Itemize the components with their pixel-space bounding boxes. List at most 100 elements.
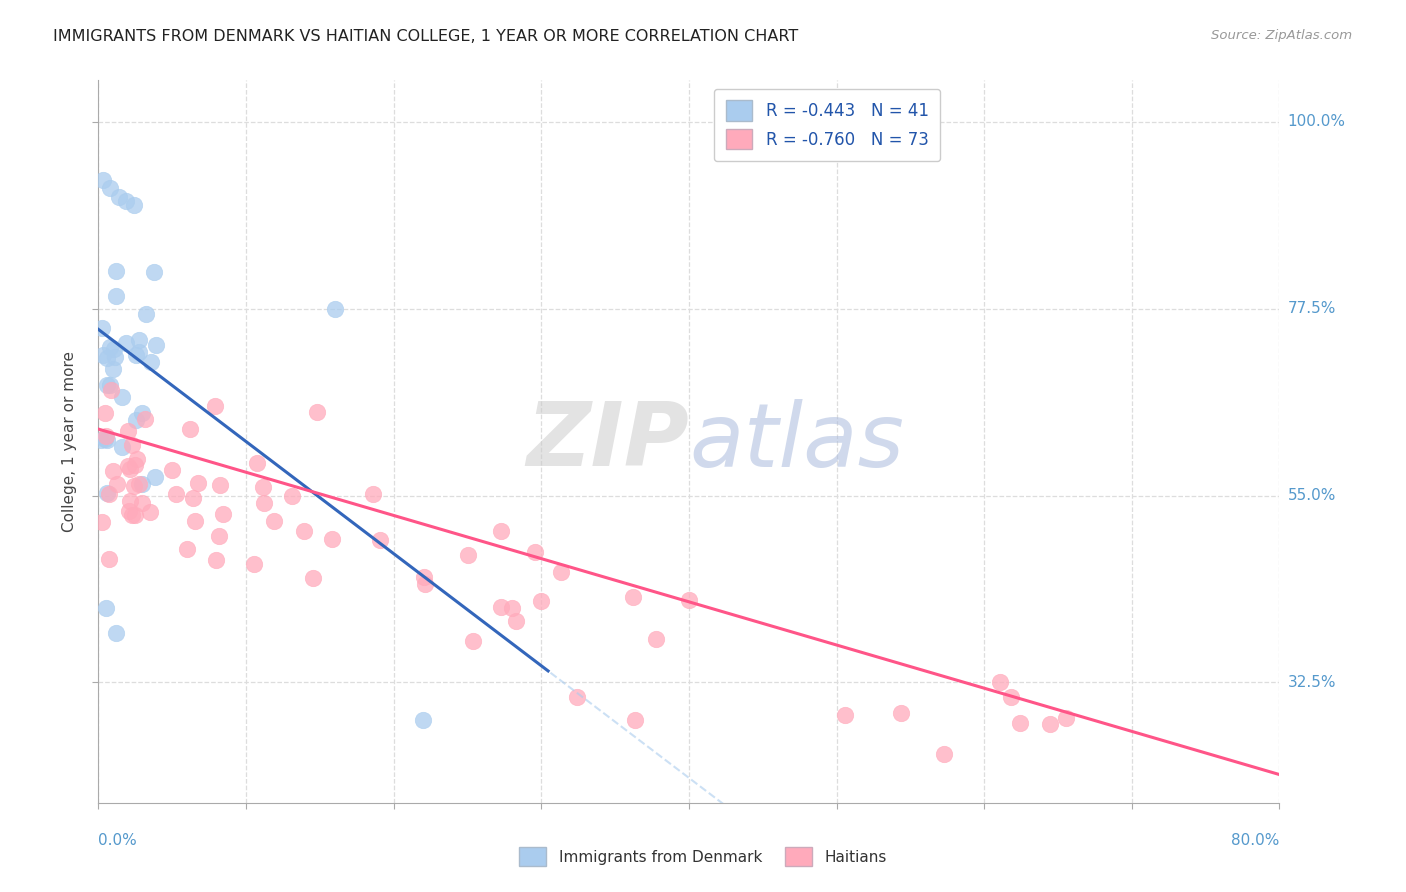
- Point: [165, 487, 187, 501]
- Point: [128, 477, 150, 491]
- Point: [644, 632, 666, 647]
- Text: 80.0%: 80.0%: [1232, 833, 1279, 848]
- Point: [143, 470, 166, 484]
- Point: [122, 479, 145, 493]
- Point: [181, 491, 204, 505]
- Point: [678, 592, 700, 607]
- Point: [361, 487, 384, 501]
- Point: [413, 570, 436, 584]
- Text: 77.5%: 77.5%: [1288, 301, 1336, 316]
- Point: [96, 378, 118, 392]
- Point: [183, 514, 205, 528]
- Point: [491, 599, 513, 614]
- Legend: Immigrants from Denmark, Haitians: Immigrants from Denmark, Haitians: [512, 839, 894, 873]
- Point: [305, 405, 328, 419]
- Point: [204, 553, 226, 567]
- Point: [208, 528, 231, 542]
- Point: [253, 496, 276, 510]
- Text: atlas: atlas: [689, 399, 904, 484]
- Point: [105, 477, 128, 491]
- Point: [457, 549, 479, 563]
- Point: [834, 707, 856, 722]
- Point: [125, 348, 148, 362]
- Point: [463, 633, 485, 648]
- Point: [932, 747, 955, 761]
- Point: [124, 458, 146, 472]
- Point: [94, 432, 117, 446]
- Point: [263, 514, 285, 528]
- Point: [530, 594, 553, 608]
- Point: [94, 405, 117, 419]
- Point: [623, 713, 645, 727]
- Point: [105, 625, 128, 640]
- Point: [1000, 690, 1022, 704]
- Point: [160, 463, 183, 477]
- Text: 100.0%: 100.0%: [1288, 114, 1346, 129]
- Point: [505, 615, 527, 629]
- Point: [368, 533, 391, 547]
- Point: [114, 335, 136, 350]
- Point: [142, 265, 165, 279]
- Point: [988, 674, 1011, 689]
- Point: [105, 264, 128, 278]
- Point: [98, 378, 121, 392]
- Y-axis label: College, 1 year or more: College, 1 year or more: [62, 351, 77, 532]
- Point: [115, 194, 138, 208]
- Text: 32.5%: 32.5%: [1288, 675, 1336, 690]
- Point: [96, 434, 118, 448]
- Point: [104, 289, 127, 303]
- Point: [524, 544, 547, 558]
- Text: Source: ZipAtlas.com: Source: ZipAtlas.com: [1212, 29, 1353, 42]
- Point: [104, 351, 127, 365]
- Point: [118, 462, 141, 476]
- Point: [135, 307, 157, 321]
- Point: [128, 345, 150, 359]
- Text: IMMIGRANTS FROM DENMARK VS HAITIAN COLLEGE, 1 YEAR OR MORE CORRELATION CHART: IMMIGRANTS FROM DENMARK VS HAITIAN COLLE…: [53, 29, 799, 44]
- Point: [124, 508, 146, 523]
- Point: [111, 390, 134, 404]
- Point: [125, 451, 148, 466]
- Text: ZIP: ZIP: [526, 398, 689, 485]
- Point: [100, 383, 122, 397]
- Point: [1054, 711, 1077, 725]
- Point: [96, 351, 118, 365]
- Point: [96, 486, 118, 500]
- Point: [111, 441, 134, 455]
- Point: [128, 333, 150, 347]
- Point: [145, 338, 167, 352]
- Point: [103, 362, 125, 376]
- Point: [131, 477, 153, 491]
- Point: [91, 515, 114, 529]
- Point: [117, 425, 139, 439]
- Point: [125, 412, 148, 426]
- Point: [93, 348, 115, 362]
- Point: [550, 565, 572, 579]
- Point: [491, 524, 513, 538]
- Point: [281, 489, 304, 503]
- Point: [179, 422, 201, 436]
- Point: [97, 487, 120, 501]
- Point: [134, 412, 156, 426]
- Point: [1038, 716, 1060, 731]
- Point: [103, 464, 125, 478]
- Point: [120, 494, 142, 508]
- Point: [176, 541, 198, 556]
- Point: [91, 173, 114, 187]
- Point: [98, 552, 121, 566]
- Point: [117, 459, 139, 474]
- Point: [294, 524, 316, 538]
- Point: [94, 429, 117, 443]
- Point: [98, 340, 121, 354]
- Point: [321, 532, 343, 546]
- Point: [139, 355, 162, 369]
- Point: [621, 590, 644, 604]
- Point: [103, 343, 125, 357]
- Point: [211, 507, 233, 521]
- Point: [90, 320, 112, 334]
- Point: [302, 571, 325, 585]
- Point: [243, 557, 266, 571]
- Point: [204, 399, 226, 413]
- Point: [139, 505, 162, 519]
- Point: [98, 181, 121, 195]
- Point: [94, 600, 117, 615]
